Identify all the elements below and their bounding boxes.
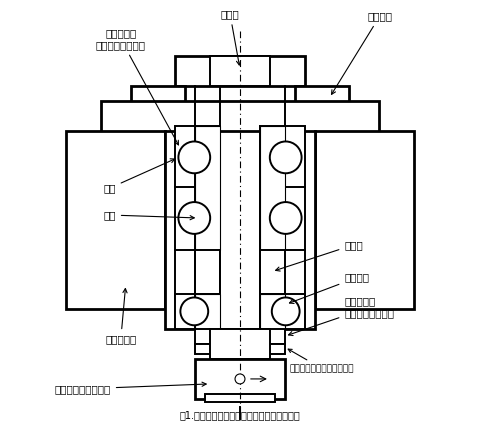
Bar (260, 329, 285, 344)
Text: 深溝軸受: 深溝軸受 (289, 272, 369, 303)
Bar (260, 126, 305, 250)
Bar (295, 86, 349, 111)
Circle shape (272, 297, 300, 325)
Text: 内輪: 内輪 (103, 210, 194, 220)
Text: 組み合わせ
アンギュラ玉軸受: 組み合わせ アンギュラ玉軸受 (96, 28, 179, 145)
Bar (260, 250, 285, 294)
Bar (195, 359, 285, 399)
Text: （緩みが発生したナット）: （緩みが発生したナット） (288, 349, 354, 373)
Circle shape (270, 202, 301, 234)
Text: 外輪: 外輪 (103, 159, 175, 193)
Circle shape (235, 374, 245, 384)
Bar (205, 394, 275, 402)
Bar (260, 344, 285, 354)
Bar (195, 329, 220, 344)
Text: 図1.トラブルが発生した回転スピンドル構造: 図1.トラブルが発生した回転スピンドル構造 (180, 411, 300, 421)
Text: ハウジング: ハウジング (105, 289, 136, 344)
Circle shape (179, 202, 210, 234)
Bar (260, 294, 285, 329)
Bar (66, 130, 166, 309)
Text: 押さえ板: 押さえ板 (332, 11, 392, 94)
Text: 固定ナット
（ダブルナット）: 固定ナット （ダブルナット） (288, 296, 395, 335)
Bar (314, 130, 414, 309)
Bar (175, 126, 220, 250)
Text: タイミングプーリー: タイミングプーリー (55, 382, 206, 394)
Bar (175, 56, 305, 86)
Bar (260, 126, 285, 250)
Bar (131, 86, 185, 111)
Circle shape (180, 297, 208, 325)
Text: 回転体: 回転体 (221, 9, 240, 65)
Bar (166, 130, 314, 329)
Bar (195, 250, 220, 294)
Text: カラー: カラー (276, 240, 363, 271)
Bar (101, 101, 379, 136)
Bar (260, 294, 305, 329)
Bar (195, 294, 220, 329)
Bar (175, 294, 220, 329)
Bar (210, 329, 270, 359)
Bar (210, 56, 270, 86)
Bar (195, 344, 220, 354)
Bar (195, 126, 220, 250)
Circle shape (179, 142, 210, 173)
Circle shape (270, 142, 301, 173)
